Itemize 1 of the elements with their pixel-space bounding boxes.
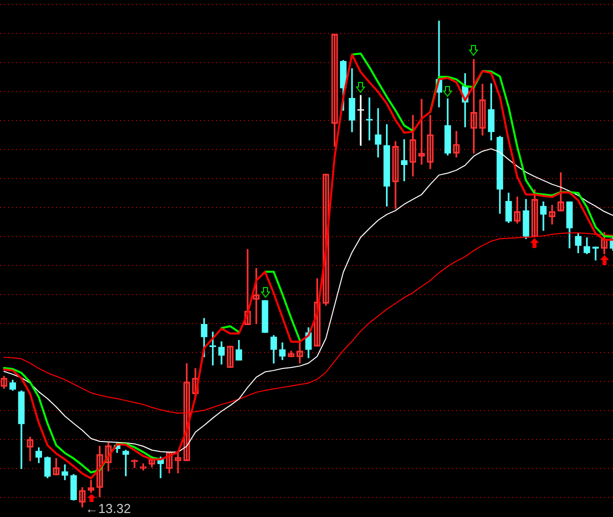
annotation: ←13.32 xyxy=(85,501,131,516)
